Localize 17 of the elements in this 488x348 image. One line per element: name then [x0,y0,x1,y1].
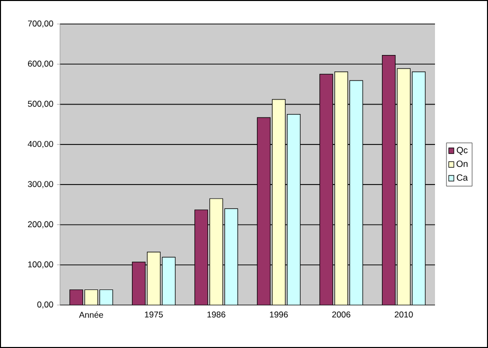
legend-label: Qc [456,146,468,155]
x-tick-label: 2006 [332,312,350,318]
y-tick-label: 400,00 [28,140,54,148]
y-tick-label: 200,00 [28,221,54,228]
x-tick-label: 1996 [270,312,288,318]
y-tick-label: 300,00 [28,181,54,188]
y-tick-label: 100,00 [28,261,54,268]
y-tick-label: 500,00 [28,100,54,108]
y-tick-label: 600,00 [28,60,54,68]
x-tick-label: 1975 [144,312,163,318]
x-tick-label: Année [79,312,104,318]
y-tick-label: 700,00 [28,20,54,28]
legend-label: On [456,160,468,167]
x-tick-label: 2010 [394,312,413,318]
x-tick-label: 1986 [207,312,226,318]
legend-label: Ca [456,174,468,181]
y-tick-label: 0,00 [37,302,54,308]
